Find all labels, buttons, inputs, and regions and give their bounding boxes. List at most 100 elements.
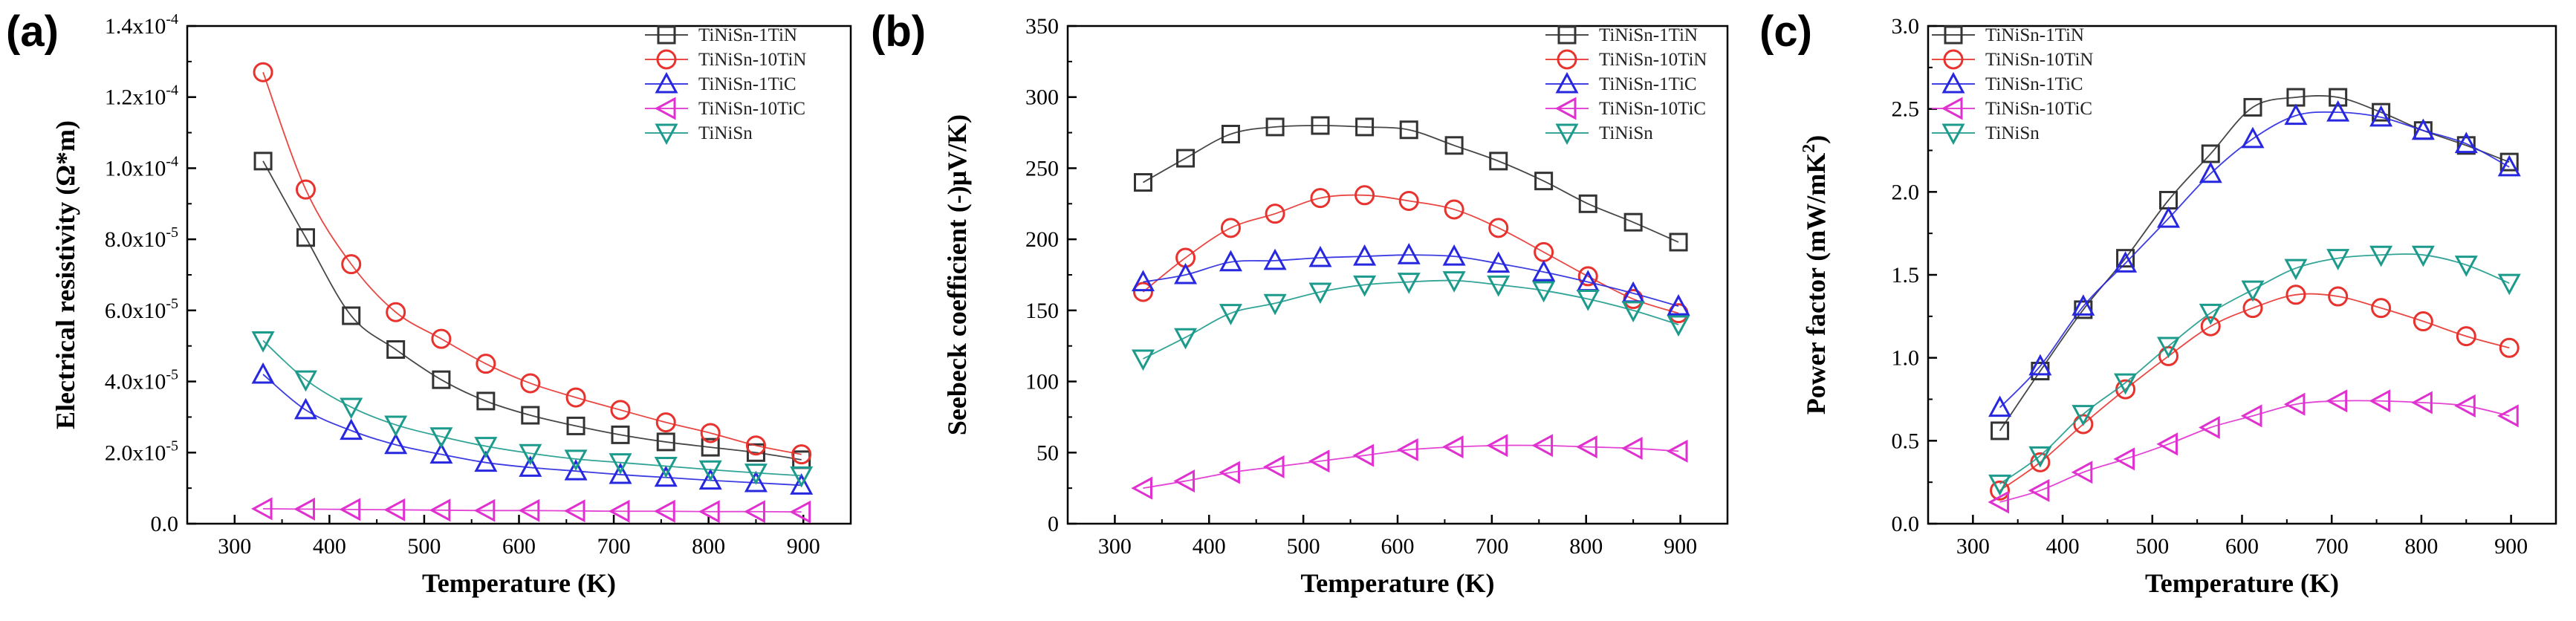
data-point [293,497,315,521]
y-tick-label: 2.0 [1892,180,1920,204]
data-point [2028,354,2052,376]
legend-marker [1944,25,1963,45]
y-tick-label: 100 [1025,370,1059,394]
data-point [2241,126,2265,149]
data-point [1621,301,1645,323]
data-point [2369,245,2393,267]
data-point [2329,88,2348,107]
x-tick-label: 500 [2135,534,2169,559]
y-tick-label: 1.2x10-4 [105,82,178,110]
data-point [698,500,720,524]
data-point [1219,250,1242,272]
data-point [1131,270,1155,292]
legend-label: TiNiSn-1TiC [698,74,797,94]
x-tick-label: 900 [787,534,820,559]
x-tick-label: 600 [2225,534,2259,559]
legend-label: TiNiSn-1TiN [1599,25,1698,45]
x-tick-label: 700 [1475,534,1508,559]
x-tick-label: 300 [1956,534,1990,559]
data-point [654,499,675,523]
data-point [654,456,678,478]
data-point [2326,389,2348,413]
data-point [293,397,317,420]
data-point [2369,105,2393,127]
y-tick-label: 50 [1036,440,1059,465]
data-point [1355,117,1375,137]
series-tinisn-1tin [1991,88,2519,440]
data-point [1442,244,1466,266]
data-point [2200,316,2221,336]
x-tick-label: 900 [1664,534,1697,559]
data-point [2497,155,2521,177]
data-point [340,397,363,420]
data-point [789,500,811,524]
data-point [1173,469,1195,493]
data-point [700,423,721,443]
data-point [2240,404,2262,428]
data-point [2116,249,2135,268]
data-point [744,464,768,485]
data-point [384,415,408,438]
y-tick-label: 1.5 [1892,263,1920,287]
y-tick-label: 1.4x10-4 [105,11,178,39]
panel-label: (a) [6,7,59,56]
data-point [2284,103,2308,126]
legend-marker [1557,49,1577,70]
data-point [1221,124,1240,143]
x-tick-label: 300 [1098,534,1132,559]
x-tick-label: 700 [597,534,631,559]
data-point [609,462,632,484]
data-point [341,254,362,275]
legend: TiNiSn-1TiN TiNiSn-10TiN TiNiSn-1TiC TiNiSn… [1545,25,1707,146]
data-point [1578,194,1597,213]
data-point [1397,273,1421,294]
data-point [1489,152,1508,171]
series-line [1143,125,1679,243]
data-point [384,432,408,455]
series-line [262,71,802,455]
data-point [1131,349,1155,371]
data-point [474,450,498,472]
x-axis-title: Temperature (K) [2145,568,2339,598]
data-point [1399,120,1418,140]
data-point [518,498,540,522]
y-axis-title: Electrical resistivity (Ω*m) [51,120,80,429]
data-point [1576,435,1597,459]
data-point [1132,282,1153,302]
data-point [1444,199,1464,220]
data-point [1666,439,1688,463]
series-tinisn-10tin [1990,285,2520,501]
legend-marker [654,97,676,120]
legend-label: TiNiSn-10TiN [698,50,806,70]
legend-label: TiNiSn-10TiN [1599,50,1707,70]
data-point [1623,212,1643,232]
x-tick-label: 400 [2046,534,2080,559]
legend-marker [1555,71,1579,94]
series-line [263,508,802,513]
data-point [701,438,720,457]
x-tick-label: 500 [407,534,441,559]
data-point [2372,103,2391,122]
data-point [566,416,585,435]
series-tinisn-10tic [1131,434,1688,500]
series-line [1999,111,2510,409]
legend-marker [1941,123,1965,146]
data-point [1991,421,2010,440]
legend-marker [1943,49,1964,70]
data-point [1308,245,1332,267]
data-point [429,498,451,522]
data-point [609,453,632,475]
data-point [2371,298,2392,319]
data-point [2456,326,2476,347]
y-tick-label: 150 [1025,299,1059,323]
series-tinisn-1tin [253,152,811,469]
data-point [1444,136,1464,155]
data-point [386,340,406,359]
data-point [1265,204,1285,224]
data-point [745,435,766,456]
series-tinisn-1tic [1988,100,2521,417]
y-tick-label: 1.0x10-4 [105,153,178,181]
data-point [2114,251,2138,273]
data-point [2113,447,2135,471]
y-tick-label: 0.0 [1892,512,1920,536]
